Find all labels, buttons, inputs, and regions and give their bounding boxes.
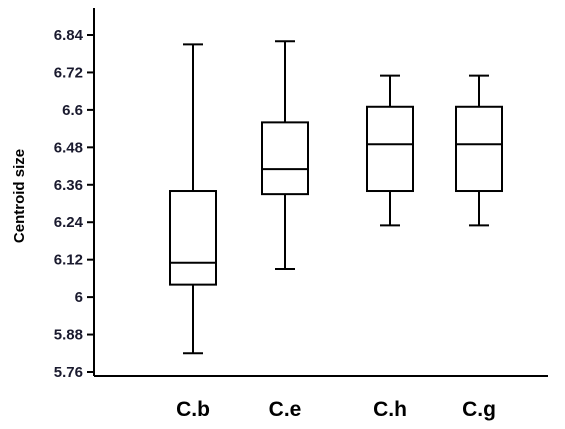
y-tick-label: 6.84	[54, 27, 84, 44]
y-axis-title: Centroid size	[11, 149, 28, 243]
y-tick-label: 6.72	[54, 64, 83, 81]
category-label: C.h	[373, 398, 407, 421]
y-tick-label: 6.12	[54, 252, 83, 269]
box-ce	[261, 40, 309, 271]
iqr-box	[366, 105, 414, 193]
box-ch	[366, 74, 414, 227]
boxes-group	[169, 40, 503, 355]
y-axis-ticks: 5.76 5.88 6 6.12 6.24 6.36 6.48 6.6 6.72 6.84	[54, 27, 94, 381]
y-tick-label: 6.48	[54, 139, 83, 156]
box-cb	[169, 43, 217, 355]
iqr-box	[455, 105, 503, 193]
y-tick-label: 6.36	[54, 177, 83, 194]
y-tick-label: 6	[75, 289, 83, 306]
y-tick-label: 5.88	[54, 327, 83, 344]
y-tick-label: 6.24	[54, 214, 84, 231]
category-label: C.b	[176, 398, 210, 421]
category-label: C.g	[462, 398, 496, 421]
y-tick-label: 5.76	[54, 364, 83, 381]
category-labels: C.b C.e C.h C.g	[176, 398, 496, 421]
iqr-box	[169, 190, 217, 286]
y-tick-label: 6.6	[62, 102, 83, 119]
box-cg	[455, 74, 503, 227]
category-label: C.e	[269, 398, 302, 421]
iqr-box	[261, 121, 309, 196]
